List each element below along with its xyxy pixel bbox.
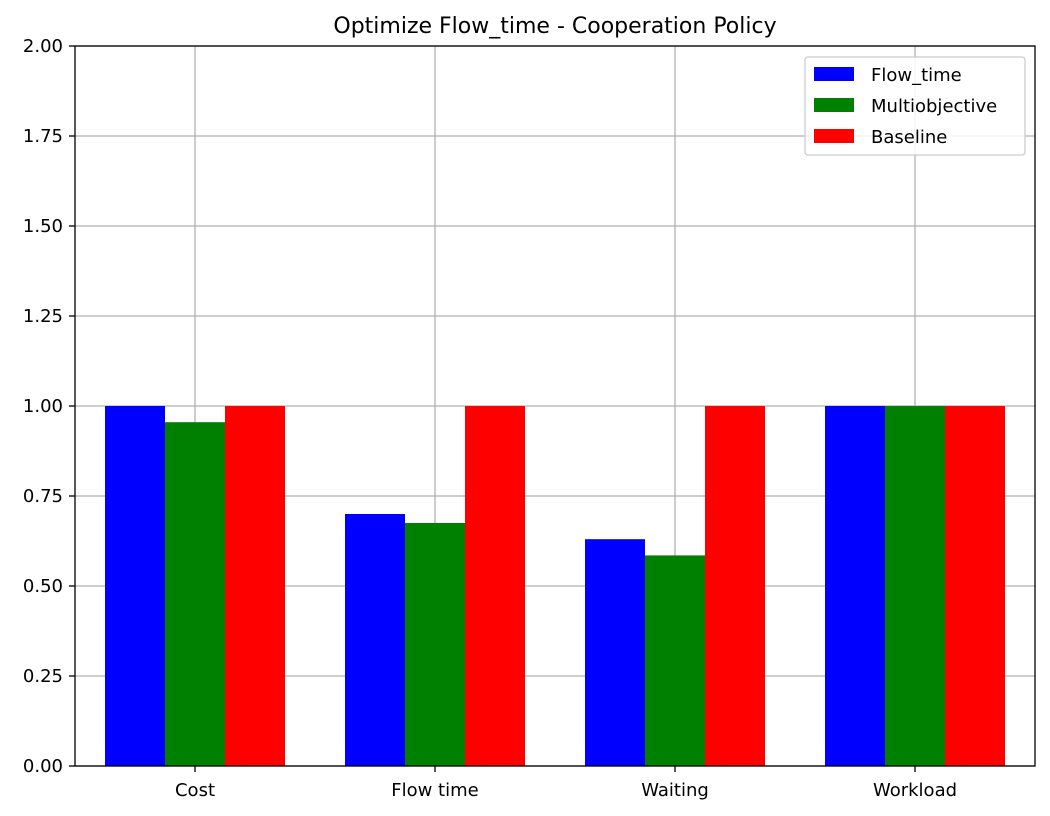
- legend-label: Multiobjective: [871, 96, 997, 117]
- bar: [825, 406, 885, 766]
- bar: [405, 523, 465, 766]
- legend-swatch: [814, 67, 854, 81]
- x-axis: Cost Flow time Waiting Workload: [175, 766, 957, 801]
- legend: Flow_time Multiobjective Baseline: [804, 56, 1026, 156]
- y-tick-label: 2.00: [23, 36, 63, 57]
- y-tick-label: 1.25: [23, 306, 63, 327]
- plot-frame: [74, 45, 1036, 767]
- legend-swatch: [814, 129, 854, 143]
- legend-label: Baseline: [871, 127, 947, 148]
- chart-title: Optimize Flow_time - Cooperation Policy: [333, 14, 776, 39]
- x-tick-label: Waiting: [641, 780, 709, 801]
- legend-swatch: [814, 98, 854, 112]
- y-tick-label: 0.00: [23, 756, 63, 777]
- bar: [645, 555, 705, 766]
- bar: [585, 539, 645, 766]
- x-tick-label: Flow time: [391, 780, 478, 801]
- legend-label: Flow_time: [871, 65, 962, 86]
- x-tick-label: Workload: [873, 780, 957, 801]
- y-tick-label: 0.75: [23, 486, 63, 507]
- bar: [165, 422, 225, 766]
- y-axis: 0.00 0.25 0.50 0.75 1.00 1.25 1.50 1.75 2.00: [23, 36, 75, 777]
- bar: [705, 406, 765, 766]
- bar: [345, 514, 405, 766]
- bar: [885, 406, 945, 766]
- bar: [225, 406, 285, 766]
- y-tick-label: 0.25: [23, 666, 63, 687]
- bars: [105, 406, 1005, 766]
- y-tick-label: 0.50: [23, 576, 63, 597]
- y-tick-label: 1.50: [23, 216, 63, 237]
- x-tick-label: Cost: [175, 780, 215, 801]
- bar: [465, 406, 525, 766]
- y-tick-label: 1.75: [23, 126, 63, 147]
- bar: [945, 406, 1005, 766]
- bar: [105, 406, 165, 766]
- y-tick-label: 1.00: [23, 396, 63, 417]
- legend-box: [804, 56, 1026, 156]
